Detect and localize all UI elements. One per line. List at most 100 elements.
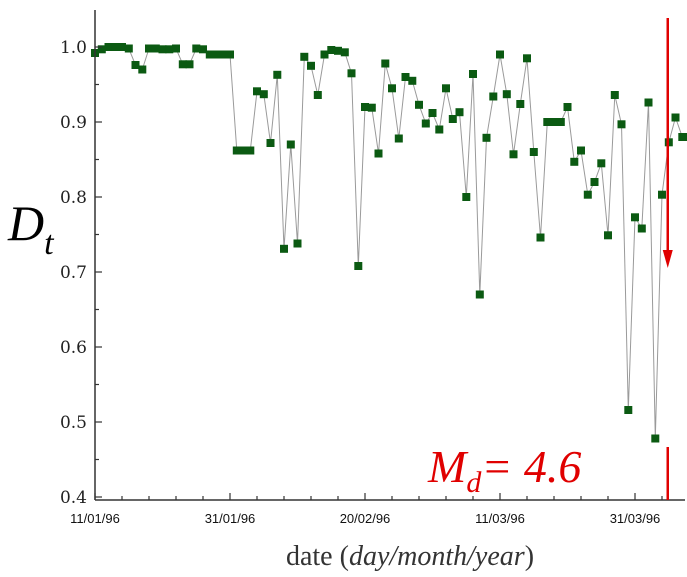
data-point <box>313 91 322 99</box>
data-point <box>158 45 167 54</box>
data-point <box>367 103 376 112</box>
data-point <box>421 119 430 128</box>
data-point <box>354 262 363 270</box>
plot-area <box>91 43 687 443</box>
data-point <box>617 120 626 129</box>
data-point <box>590 178 599 186</box>
data-point <box>529 148 538 156</box>
data-point <box>658 190 666 199</box>
data-point <box>556 118 565 126</box>
data-point <box>651 434 660 443</box>
data-point <box>381 59 390 68</box>
y-axis-title: Dt <box>7 195 55 262</box>
x-tick-label: 31/03/96 <box>610 511 661 526</box>
y-tick-label: 0.4 <box>60 488 87 508</box>
data-point <box>442 84 450 93</box>
data-point <box>523 54 531 63</box>
data-point <box>131 61 140 69</box>
data-point <box>469 70 477 78</box>
data-point <box>253 87 261 96</box>
data-point <box>145 44 153 53</box>
data-point <box>340 48 349 57</box>
data-point <box>624 406 633 414</box>
data-point <box>286 140 295 149</box>
data-point <box>496 50 504 59</box>
data-point <box>151 44 160 53</box>
data-point <box>597 159 606 168</box>
data-point <box>307 61 315 70</box>
data-point <box>239 146 248 155</box>
y-tick-label: 0.6 <box>60 338 87 358</box>
data-point <box>118 43 126 51</box>
data-point <box>475 290 484 299</box>
data-point <box>374 149 383 158</box>
data-point <box>610 91 619 99</box>
data-point <box>205 50 214 59</box>
data-point <box>259 90 268 99</box>
y-tick-label: 0.8 <box>60 188 87 208</box>
y-tick-label: 0.5 <box>60 413 87 433</box>
data-point <box>502 90 511 99</box>
x-tick-label: 11/01/96 <box>70 511 120 526</box>
data-point <box>97 45 106 54</box>
data-point <box>327 46 336 54</box>
data-point <box>280 244 288 253</box>
data-point <box>583 190 592 199</box>
x-tick-label: 31/01/96 <box>205 511 256 526</box>
y-tick-label: 1.0 <box>60 38 87 58</box>
data-point <box>219 50 228 59</box>
data-point <box>570 157 579 166</box>
data-point <box>138 65 147 74</box>
data-point <box>185 60 194 69</box>
y-tick-label: 0.9 <box>60 113 87 133</box>
data-point <box>124 44 133 53</box>
data-point <box>408 76 417 85</box>
data-point <box>685 133 687 141</box>
data-point <box>577 146 585 155</box>
data-point <box>678 133 687 141</box>
annotation-label: Md= 4.6 <box>427 441 581 499</box>
data-point <box>320 50 329 59</box>
data-point <box>192 44 201 53</box>
data-point <box>428 109 437 117</box>
data-point <box>435 125 444 134</box>
data-point <box>563 103 572 111</box>
data-point <box>455 108 464 117</box>
data-point <box>178 60 187 69</box>
data-point <box>293 239 302 248</box>
series-line <box>94 46 687 439</box>
axes: 0.4 0.5 0.6 0.7 0.8 0.9 1.0 11/01/96 31/01/96 20/… <box>60 10 685 526</box>
data-point <box>111 43 120 51</box>
data-point <box>199 45 207 54</box>
annotation: Md= 4.6 <box>427 18 673 500</box>
data-point <box>671 113 680 122</box>
data-point <box>401 73 410 81</box>
data-point <box>637 224 646 233</box>
data-point <box>509 150 518 159</box>
data-point <box>347 69 356 78</box>
y-tick-label: 0.7 <box>60 263 87 283</box>
annotation-arrow-head <box>662 250 673 268</box>
x-tick-label: 20/02/96 <box>340 511 391 526</box>
data-point <box>246 146 255 155</box>
data-point <box>266 139 275 147</box>
data-point <box>394 134 403 143</box>
data-point <box>543 118 552 126</box>
data-point <box>226 50 234 59</box>
data-point <box>604 231 612 240</box>
data-point <box>448 115 457 123</box>
x-tick-label: 11/03/96 <box>475 511 525 526</box>
data-point <box>104 43 113 51</box>
data-point <box>536 233 545 242</box>
data-point <box>232 146 241 155</box>
data-point <box>462 193 471 201</box>
data-point <box>212 50 221 59</box>
data-point <box>273 70 282 79</box>
data-point <box>388 84 396 93</box>
data-point <box>644 98 653 107</box>
data-point <box>361 103 369 111</box>
data-point <box>516 100 525 108</box>
data-point <box>165 45 174 54</box>
data-point <box>550 118 558 126</box>
x-axis-title: date (day/month/year) <box>286 541 534 572</box>
